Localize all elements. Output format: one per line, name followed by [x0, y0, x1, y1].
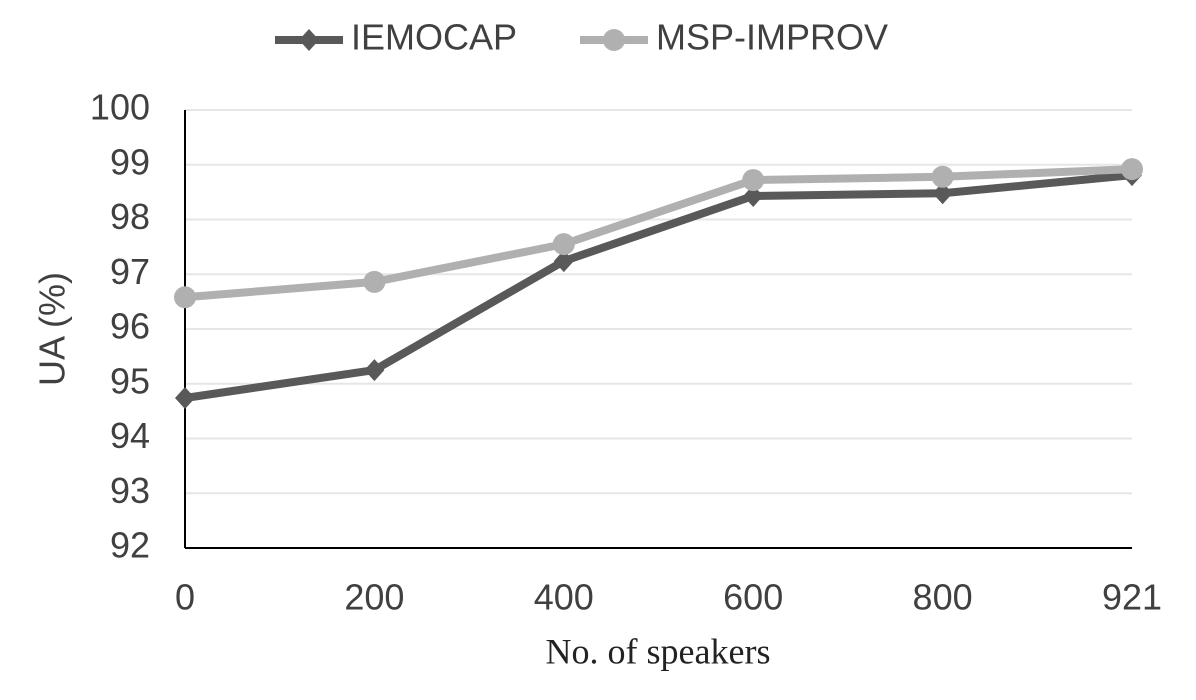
x-tick-label: 0	[175, 577, 195, 618]
data-point	[553, 250, 574, 273]
data-point	[932, 182, 953, 205]
data-point	[364, 359, 385, 382]
x-tick-label: 200	[344, 577, 404, 618]
y-tick-label: 94	[110, 415, 150, 456]
data-point	[931, 165, 954, 188]
y-tick-label: 97	[110, 251, 150, 292]
data-point	[1121, 158, 1143, 181]
y-tick-label: 96	[110, 306, 150, 347]
data-point	[552, 233, 575, 256]
x-tick-label: 400	[534, 577, 594, 618]
y-tick-label: 93	[110, 470, 150, 511]
y-tick-label: 99	[110, 141, 150, 182]
y-tick-label: 92	[110, 525, 150, 566]
y-tick-label: 98	[110, 196, 150, 237]
data-point	[742, 169, 765, 192]
x-axis-label: No. of speakers	[546, 631, 771, 671]
x-tick-label: 800	[913, 577, 973, 618]
legend-marker	[299, 29, 319, 51]
legend-label: MSP-IMPROV	[656, 17, 888, 58]
series-line	[184, 171, 1133, 402]
y-tick-label: 100	[90, 87, 150, 128]
y-tick-label: 95	[110, 360, 150, 401]
data-point	[363, 270, 386, 293]
series-line	[184, 165, 1133, 302]
x-tick-label: 921	[1102, 577, 1162, 618]
data-point	[174, 286, 196, 309]
y-axis-label: UA (%)	[32, 272, 73, 386]
data-point	[175, 386, 195, 409]
legend-marker	[603, 29, 625, 51]
data-point	[743, 184, 764, 207]
legend-label: IEMOCAP	[351, 17, 517, 58]
x-tick-label: 600	[723, 577, 783, 618]
